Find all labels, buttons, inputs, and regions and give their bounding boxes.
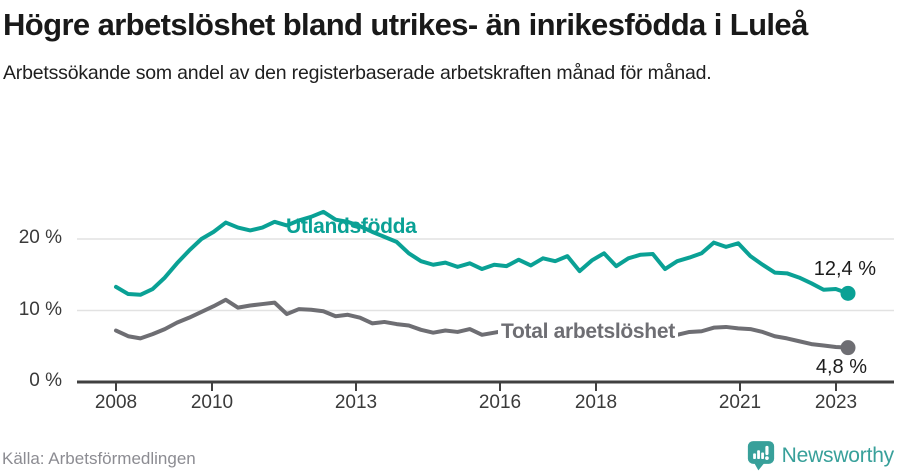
x-tick-label: 2023 [814,392,858,413]
x-tick-label: 2010 [190,392,234,413]
page-subtitle: Arbetssökande som andel av den registerb… [3,62,712,85]
newsworthy-wordmark: Newsworthy [781,443,895,467]
source-text: Källa: Arbetsförmedlingen [2,449,196,468]
newsworthy-logo: Newsworthy [747,440,894,471]
x-tick-label: 2016 [478,392,522,413]
page-title: Högre arbetslöshet bland utrikes- än inr… [3,7,808,42]
x-tick-label: 2008 [94,392,138,413]
series-label-utlandsfodda: Utlandsfödda [286,215,417,238]
y-tick-label: 10 % [18,298,62,320]
x-tick-label: 2018 [574,392,618,413]
x-tick-label: 2021 [718,392,762,413]
y-tick-label: 0 % [29,370,62,391]
y-tick-label: 20 % [18,227,62,248]
x-tick-label: 2013 [334,392,378,413]
value-label-utlandsfodda: 12,4 % [813,258,876,280]
newsworthy-icon [747,441,774,471]
value-label-total: 4,8 % [815,356,867,378]
series-label-total: Total arbetslöshet [498,320,678,344]
chart-header: Högre arbetslöshet bland utrikes- än inr… [3,4,900,88]
